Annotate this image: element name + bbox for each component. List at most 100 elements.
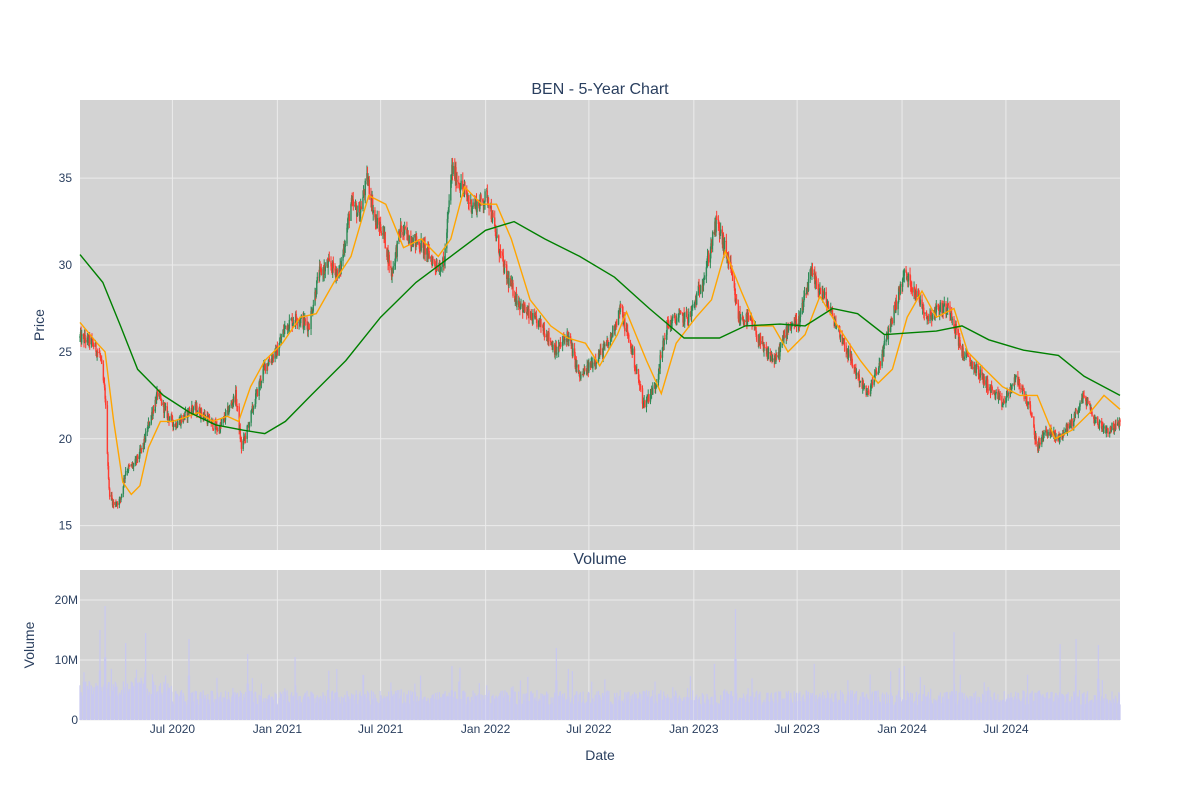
volume-bar — [708, 699, 710, 720]
candle-body-down — [106, 405, 109, 454]
candle-body-up — [859, 380, 862, 382]
candle-body-up — [622, 323, 625, 325]
candle-body-up — [447, 213, 449, 219]
candle-body-down — [488, 204, 490, 209]
candle-body-up — [220, 422, 223, 425]
candle-body-up — [719, 233, 721, 235]
candle-body-up — [142, 442, 145, 450]
volume-bar — [364, 694, 366, 720]
candle-body-down — [575, 359, 578, 368]
candle-body-down — [983, 376, 985, 385]
volume-bar — [168, 687, 171, 720]
candle-body-down — [363, 190, 365, 194]
candle-body-down — [336, 269, 338, 279]
price-y-tick-label: 20 — [59, 432, 73, 446]
candle-body-up — [590, 363, 592, 368]
candle-body-down — [579, 371, 581, 378]
candle-body-up — [779, 347, 781, 357]
candle-body-down — [1097, 424, 1100, 427]
candle-body-up — [1011, 384, 1013, 386]
candle-body-up — [115, 504, 118, 506]
candle-body-up — [794, 317, 797, 327]
volume-bar — [236, 692, 239, 720]
volume-bar — [580, 702, 582, 720]
volume-bar — [572, 704, 574, 720]
candle-body-up — [645, 399, 648, 408]
candle-body-down — [913, 287, 916, 292]
volume-bar — [604, 679, 606, 720]
candle-body-down — [470, 199, 473, 213]
candle-body-down — [865, 386, 867, 396]
candle-body-up — [222, 417, 224, 423]
volume-bar — [93, 690, 95, 720]
candle-body-down — [981, 369, 983, 376]
candle-body-up — [1082, 392, 1084, 404]
candle-body-up — [592, 362, 594, 369]
candle-body-up — [354, 204, 356, 206]
candle-body-up — [939, 311, 941, 315]
candle-body-up — [632, 348, 634, 355]
candle-body-up — [701, 285, 704, 291]
candle-body-up — [514, 299, 516, 301]
candle-body-down — [494, 226, 497, 232]
candle-body-down — [512, 282, 514, 296]
candle-body-down — [637, 369, 640, 380]
candle-body-up — [1041, 437, 1043, 445]
volume-bar — [372, 691, 374, 720]
candle-body-down — [351, 197, 353, 200]
candle-body-down — [867, 390, 870, 393]
candle-body-up — [809, 269, 811, 280]
candle-body-up — [963, 356, 965, 360]
candle-body-up — [219, 423, 222, 433]
candle-body-up — [242, 441, 244, 449]
candle-body-down — [1115, 424, 1117, 426]
candle-body-down — [1075, 409, 1077, 411]
candle-body-up — [561, 341, 564, 346]
candle-body-up — [907, 273, 910, 282]
volume-bar — [807, 691, 810, 720]
candle-body-down — [624, 318, 626, 332]
candle-body-down — [140, 448, 143, 450]
candle-body-down — [167, 413, 170, 417]
candle-body-up — [636, 369, 638, 371]
volume-bar — [748, 702, 750, 720]
candle-body-up — [803, 295, 805, 302]
candle-body-down — [1091, 412, 1093, 417]
candle-body-up — [877, 372, 879, 375]
x-tick-label: Jan 2021 — [253, 722, 303, 736]
volume-bar — [696, 694, 698, 720]
candle-body-up — [211, 420, 213, 424]
candle-body-up — [863, 386, 866, 387]
candle-body-down — [967, 355, 969, 357]
candle-body-up — [1065, 429, 1067, 433]
candle-body-up — [556, 352, 558, 355]
candle-body-down — [478, 201, 480, 207]
volume-bar — [304, 692, 306, 720]
candle-body-up — [148, 423, 151, 426]
candle-body-down — [294, 322, 296, 324]
volume-bar — [724, 689, 726, 720]
candle-body-down — [917, 290, 920, 295]
candle-body-down — [616, 323, 618, 325]
volume-bar — [137, 682, 139, 720]
candle-body-up — [835, 325, 838, 327]
volume-bar — [955, 690, 957, 720]
candle-body-down — [236, 405, 239, 407]
volume-bar — [680, 698, 682, 720]
candle-body-down — [223, 416, 226, 420]
candle-body-down — [998, 393, 1000, 397]
candle-body-down — [717, 219, 720, 225]
candle-body-down — [1046, 430, 1048, 434]
volume-bar — [664, 695, 666, 720]
candle-body-down — [718, 224, 721, 235]
candle-body-up — [771, 358, 774, 361]
volume-bar — [280, 693, 282, 720]
volume-bar — [588, 692, 590, 720]
candle-body-down — [747, 315, 750, 319]
volume-bar — [172, 704, 175, 720]
candle-body-up — [1073, 420, 1075, 427]
candle-body-down — [180, 417, 183, 423]
candle-body-up — [394, 262, 396, 267]
candle-body-up — [81, 334, 83, 343]
volume-bar — [472, 690, 474, 720]
